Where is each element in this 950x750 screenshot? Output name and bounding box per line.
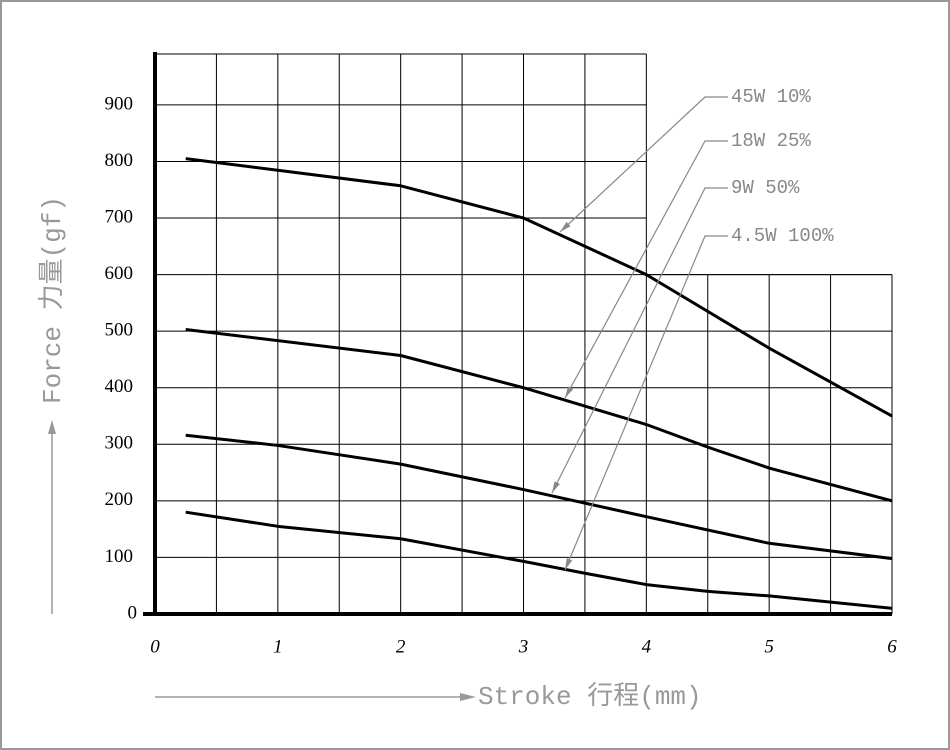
y-tick-label: 400 [105,376,134,397]
x-tick-label: 1 [273,636,283,657]
series-line [185,327,893,503]
annotation-arrowhead [560,221,571,232]
legend-label: 45W 10% [731,86,811,108]
legend-label: 4.5W 100% [731,225,834,247]
annotation-arrowhead [565,386,574,398]
x-tick-label: 4 [642,636,652,657]
annotation-leader [559,96,728,233]
y-tick-label: 800 [105,150,134,171]
annotation-leader [564,140,728,399]
y-tick-label: 100 [105,546,134,567]
y-tick-label: 700 [105,206,134,227]
y-tick-label: 300 [105,433,134,454]
annotation-leader [564,235,728,571]
y-tick-label: 900 [105,93,134,114]
x-tick-label: 0 [150,636,160,657]
x-tick-label: 2 [396,636,406,657]
y-tick-label: 0 [128,602,138,623]
y-label-arrowhead [48,420,56,434]
legend-label: 18W 25% [731,130,811,152]
annotation-arrowhead [565,558,573,570]
y-tick-label: 600 [105,263,134,284]
series-line [185,510,893,610]
series-line [185,157,893,418]
annotation-leader [551,187,728,494]
legend-label: 9W 50% [731,177,800,199]
series-line [185,433,893,561]
y-tick-label: 200 [105,489,134,510]
x-label-arrowhead [460,693,476,701]
x-tick-label: 3 [518,636,529,657]
y-tick-label: 500 [105,320,134,341]
x-tick-label: 6 [887,636,897,657]
y-axis-label: Force 力量(gf) [37,196,68,404]
x-axis-label: Stroke 行程(mm) [478,681,702,712]
annotation-arrowhead [552,481,560,493]
x-tick-label: 5 [764,636,774,657]
